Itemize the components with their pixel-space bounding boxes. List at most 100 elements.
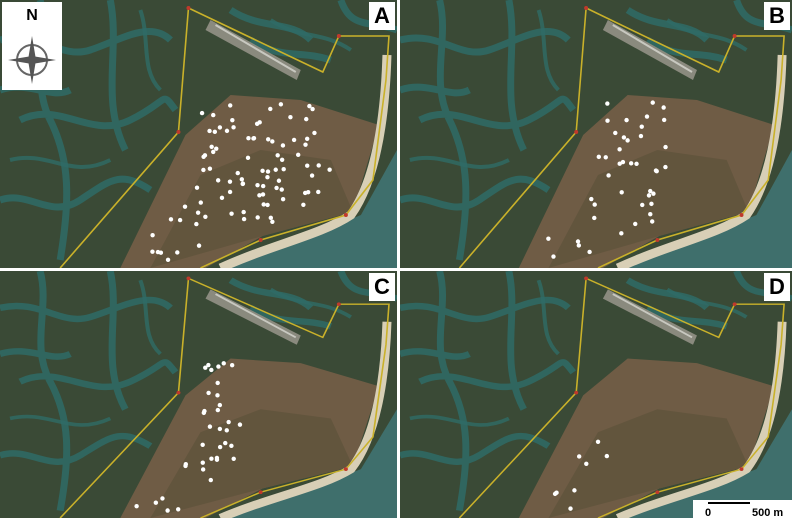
sample-point	[154, 501, 158, 505]
compass: N	[2, 2, 62, 90]
sample-point	[288, 115, 292, 119]
sample-point	[229, 211, 233, 215]
sample-point	[649, 202, 653, 206]
sample-point	[220, 196, 224, 200]
sample-point	[207, 129, 211, 133]
sample-point	[650, 219, 654, 223]
sample-point	[265, 175, 269, 179]
sample-point	[203, 365, 207, 369]
compass-label: N	[26, 7, 38, 24]
sample-point	[240, 177, 244, 181]
sample-point	[593, 202, 597, 206]
sample-point	[175, 250, 179, 254]
sample-point	[230, 363, 234, 367]
sample-point	[166, 258, 170, 262]
scale-end: 500 m	[752, 507, 783, 518]
sample-point	[305, 137, 309, 141]
sample-point	[266, 137, 270, 141]
map-panel: D	[400, 271, 792, 518]
sample-point	[651, 191, 655, 195]
sample-point	[592, 216, 596, 220]
map-figure: A B CD N 0 500 m	[0, 0, 792, 518]
sample-point	[165, 508, 169, 512]
sample-point	[546, 236, 550, 240]
sample-point	[218, 427, 222, 431]
sample-point	[176, 507, 180, 511]
sample-point	[292, 138, 296, 142]
sample-point	[316, 190, 320, 194]
sample-point	[310, 173, 314, 177]
sample-point	[200, 111, 204, 115]
scale-start: 0	[705, 507, 711, 518]
panel-label: A	[374, 3, 390, 28]
sample-point	[275, 153, 279, 157]
sample-point	[201, 155, 205, 159]
sample-point	[200, 443, 204, 447]
sample-point	[208, 167, 212, 171]
sample-point	[222, 361, 226, 365]
sample-point	[215, 393, 219, 397]
sample-point	[654, 168, 658, 172]
sample-point	[241, 181, 245, 185]
sample-point	[572, 488, 576, 492]
sample-point	[661, 105, 665, 109]
sample-point	[576, 239, 580, 243]
sample-point	[257, 120, 261, 124]
sample-point	[209, 145, 213, 149]
sample-point	[303, 142, 307, 146]
sample-point	[619, 231, 623, 235]
sample-point	[246, 136, 250, 140]
sample-point	[261, 192, 265, 196]
satellite-image	[0, 271, 397, 518]
panels: A B CD	[0, 0, 792, 518]
sample-point	[255, 183, 259, 187]
sample-point	[312, 131, 316, 135]
sample-point	[209, 478, 213, 482]
sample-point	[554, 491, 558, 495]
map-panel: B	[400, 0, 792, 268]
sample-point	[216, 364, 220, 368]
sample-point	[647, 193, 651, 197]
sample-point	[160, 496, 164, 500]
sample-point	[216, 408, 220, 412]
sample-point	[622, 135, 626, 139]
satellite-image	[400, 0, 792, 268]
sample-point	[225, 428, 229, 432]
sample-point	[159, 251, 163, 255]
sample-point	[605, 119, 609, 123]
sample-point	[228, 179, 232, 183]
sample-point	[624, 118, 628, 122]
sample-point	[241, 210, 245, 214]
sample-point	[255, 215, 259, 219]
sample-point	[150, 233, 154, 237]
sample-point	[269, 216, 273, 220]
sample-point	[281, 197, 285, 201]
sample-point	[215, 381, 219, 385]
sample-point	[301, 203, 305, 207]
sample-point	[260, 169, 264, 173]
sample-point	[266, 169, 270, 173]
sample-point	[589, 197, 593, 201]
sample-point	[597, 155, 601, 159]
sample-point	[214, 146, 218, 150]
sample-point	[178, 218, 182, 222]
sample-point	[195, 186, 199, 190]
sample-point	[230, 118, 234, 122]
sample-point	[663, 165, 667, 169]
sample-point	[211, 113, 215, 117]
sample-point	[150, 249, 154, 253]
sample-point	[229, 444, 233, 448]
sample-point	[213, 130, 217, 134]
sample-point	[662, 118, 666, 122]
sample-point	[303, 191, 307, 195]
panel-label: C	[374, 274, 390, 299]
sample-point	[218, 445, 222, 449]
sample-point	[317, 163, 321, 167]
sample-point	[651, 100, 655, 104]
sample-point	[225, 129, 229, 133]
sample-point	[242, 217, 246, 221]
sample-point	[645, 114, 649, 118]
panel-label: B	[769, 3, 785, 28]
sample-point	[218, 403, 222, 407]
map-panel: C	[0, 271, 397, 518]
